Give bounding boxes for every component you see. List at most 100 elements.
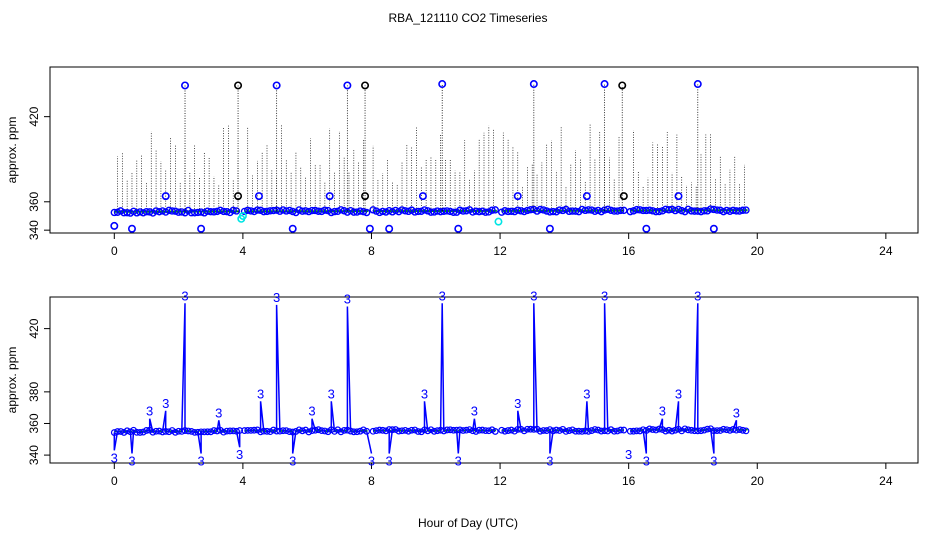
baseline-point xyxy=(343,426,351,434)
baseline-point xyxy=(223,427,231,435)
baseline-point xyxy=(282,427,290,435)
baseline-point xyxy=(633,427,641,435)
dip-label: 3 xyxy=(128,454,135,469)
baseline-point xyxy=(472,428,480,435)
baseline-point xyxy=(440,427,448,435)
baseline-point xyxy=(430,427,438,435)
baseline-point xyxy=(597,427,605,435)
y-tick-label: 420 xyxy=(27,318,41,338)
y-tick-label: 360 xyxy=(27,413,41,433)
baseline-point xyxy=(584,206,593,214)
baseline-point xyxy=(395,427,403,435)
baseline-point xyxy=(604,205,612,214)
baseline-point xyxy=(681,425,689,433)
baseline-point xyxy=(149,428,157,436)
dip-label: 3 xyxy=(643,454,650,469)
x-tick-label: 4 xyxy=(240,244,247,258)
baseline-point xyxy=(742,206,750,214)
baseline-point xyxy=(594,426,602,434)
dip-label: 3 xyxy=(236,447,243,462)
baseline-point xyxy=(120,429,128,436)
baseline-point xyxy=(350,428,358,436)
spike-label: 3 xyxy=(439,288,446,303)
baseline-point xyxy=(318,427,326,435)
baseline-point xyxy=(585,427,592,435)
baseline-point xyxy=(578,427,586,435)
baseline-point xyxy=(565,427,573,434)
baseline-point xyxy=(662,427,670,435)
baseline-point xyxy=(616,206,625,215)
dip-label: 3 xyxy=(111,450,118,465)
baseline-point xyxy=(331,427,338,435)
baseline-point xyxy=(327,426,335,434)
data-point xyxy=(234,81,243,90)
baseline-point xyxy=(388,426,396,434)
baseline-point xyxy=(286,428,293,436)
baseline-point xyxy=(466,426,473,434)
y-tick-label: 380 xyxy=(27,382,41,402)
baseline-point xyxy=(491,206,499,214)
baseline-point xyxy=(481,208,490,216)
baseline-point xyxy=(694,427,702,435)
baseline-point xyxy=(450,426,457,434)
baseline-point xyxy=(311,426,319,434)
spike-label: 3 xyxy=(344,291,351,306)
baseline-point xyxy=(226,427,234,435)
baseline-point xyxy=(421,426,428,434)
x-tick-label: 20 xyxy=(751,474,765,488)
baseline-point xyxy=(588,427,596,434)
x-tick-label: 12 xyxy=(493,244,507,258)
baseline-point xyxy=(178,427,186,435)
baseline-point xyxy=(655,425,663,433)
baseline-point xyxy=(449,208,458,216)
data-point xyxy=(619,192,628,201)
data-point xyxy=(254,192,263,201)
baseline-point xyxy=(360,426,367,434)
dip-label: 3 xyxy=(455,454,462,469)
data-point xyxy=(618,81,627,90)
baseline-point xyxy=(220,428,228,436)
baseline-point xyxy=(498,426,506,434)
baseline-point xyxy=(292,428,300,435)
baseline-point xyxy=(671,426,679,434)
dip-label: 3 xyxy=(289,454,296,469)
baseline-point xyxy=(359,207,368,216)
baseline-point xyxy=(155,427,163,435)
baseline-point xyxy=(181,427,189,434)
baseline-point xyxy=(700,426,708,434)
baseline-point xyxy=(340,427,348,434)
baseline-point xyxy=(443,426,451,434)
baseline-point xyxy=(488,206,496,214)
baseline-point xyxy=(241,427,248,434)
baseline-point xyxy=(581,427,589,435)
spike-label: 3 xyxy=(181,288,188,303)
baseline-point xyxy=(539,206,548,214)
data-point xyxy=(110,221,119,230)
baseline-point xyxy=(321,427,329,435)
data-point xyxy=(234,192,243,201)
mid-label: 3 xyxy=(215,405,222,420)
top-plot-frame xyxy=(49,66,919,234)
baseline-point xyxy=(213,427,221,435)
x-tick-label: 4 xyxy=(240,474,247,488)
data-point xyxy=(325,192,334,201)
baseline-point xyxy=(362,208,371,217)
baseline-point xyxy=(260,427,268,435)
data-point xyxy=(529,80,538,89)
baseline-point xyxy=(491,428,499,435)
baseline-point xyxy=(610,427,618,435)
baseline-point xyxy=(385,426,393,433)
top-panel: approx. ppm 0 4 8 12 16 20 24 340 360 420 xyxy=(5,66,919,258)
mid-label: 3 xyxy=(162,396,169,411)
data-point xyxy=(418,192,427,201)
baseline-point xyxy=(646,425,653,433)
baseline-point xyxy=(723,426,731,434)
baseline-point xyxy=(229,427,237,435)
baseline-point xyxy=(552,426,560,434)
x-tick-label: 16 xyxy=(622,474,636,488)
baseline-point xyxy=(315,426,322,434)
baseline-point xyxy=(732,426,740,434)
baseline-point xyxy=(549,207,557,216)
baseline-point xyxy=(207,428,215,436)
mid-label: 3 xyxy=(514,396,521,411)
